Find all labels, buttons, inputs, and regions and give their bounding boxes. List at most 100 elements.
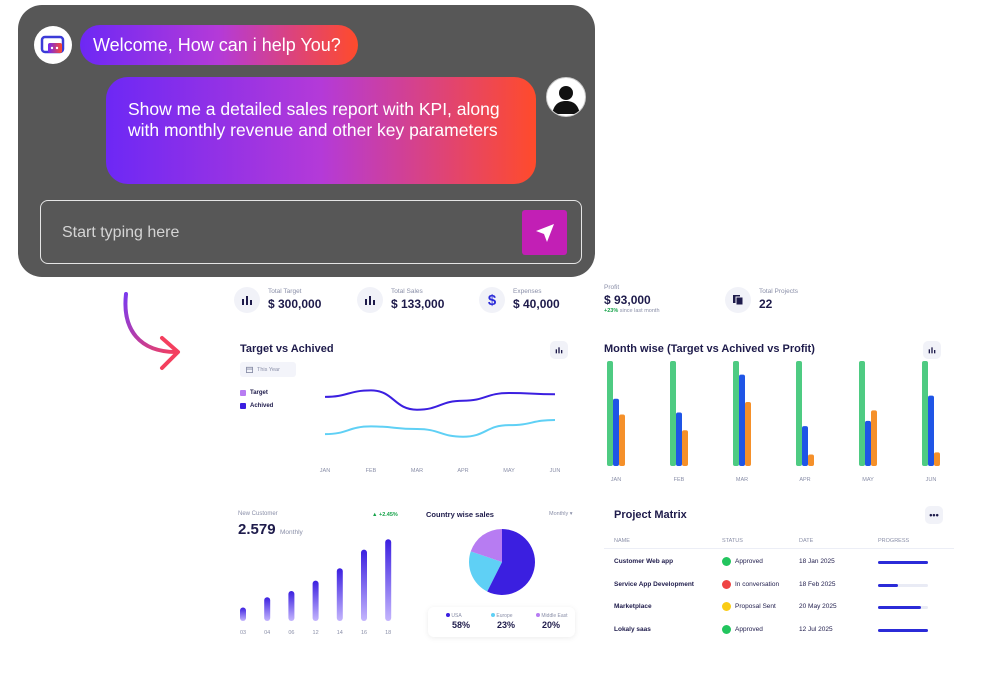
target-period-label: This Year (257, 366, 280, 373)
country-period-filter[interactable]: Monthly ▾ (549, 511, 573, 517)
target-period-filter[interactable]: This Year (240, 362, 296, 377)
month-card-title: Month wise (Target vs Achived vs Profit) (604, 343, 815, 355)
kpi-projects-label: Total Projects (759, 288, 799, 295)
status-dot-icon (722, 624, 731, 634)
table-row[interactable]: Service App Development In conversation … (604, 578, 954, 594)
project-matrix-more-button[interactable]: ••• (925, 506, 943, 524)
pm-header-progress: PROGRESS (878, 538, 910, 544)
legend-usa-label: USA (446, 613, 462, 619)
pm-progress-track (878, 561, 928, 564)
table-row[interactable]: Customer Web app Approved 18 Jan 2025 (604, 555, 954, 571)
pm-date: 18 Feb 2025 (799, 580, 836, 588)
month-bar-may-1 (865, 420, 871, 466)
user-message-bubble: Show me a detailed sales report with KPI… (106, 77, 536, 184)
dollar-icon: $ (487, 291, 497, 309)
month-bar-apr-2 (808, 454, 814, 466)
month-tick-apr: APR (799, 477, 810, 483)
kpi-expenses-label: Expenses (513, 288, 542, 295)
month-bar-jun-1 (928, 395, 934, 466)
kpi-sales-label: Total Sales (391, 288, 423, 295)
customer-bar-03 (240, 607, 246, 621)
customer-tick-12: 12 (313, 630, 319, 636)
legend-swatch-achived (240, 403, 246, 409)
month-bar-apr-0 (796, 361, 802, 466)
new-customer-value: 2.579 (238, 521, 276, 538)
pm-status: Approved (722, 624, 763, 634)
chat-input[interactable] (62, 222, 462, 244)
country-pie-chart (469, 529, 535, 595)
kpi-expenses-value: $ 40,000 (513, 297, 560, 311)
legend-middle-east-value: 20% (542, 620, 561, 630)
pm-progress-track (878, 606, 928, 610)
month-bar-feb-0 (670, 361, 676, 466)
line-tick-apr: APR (457, 468, 468, 474)
line-tick-mar: MAR (411, 468, 423, 474)
kpi-projects-value: 22 (759, 297, 773, 311)
status-dot-icon (722, 579, 731, 589)
customer-tick-06: 06 (288, 630, 294, 636)
new-customer-bar-chart: 03 04 06 12 14 16 18 (240, 539, 391, 636)
customer-bar-14 (336, 568, 343, 621)
status-dot-icon (722, 602, 731, 612)
month-bar-mar-1 (739, 374, 745, 466)
pm-header-status: STATUS (722, 538, 743, 544)
kpi-target-value: $ 300,000 (268, 297, 322, 311)
kpi-projects-icon-wrap (725, 287, 751, 313)
line-tick-may: MAY (503, 468, 515, 474)
legend-europe-label: Europe (491, 613, 513, 619)
month-tick-mar: MAR (736, 477, 748, 483)
project-matrix-title: Project Matrix (614, 509, 687, 521)
customer-bar-04 (264, 597, 271, 621)
pm-date: 20 May 2025 (799, 603, 837, 611)
pm-progress-fill (878, 561, 928, 564)
kpi-sales-icon-wrap (357, 287, 383, 313)
bar-chart-icon (365, 296, 375, 305)
customer-bar-06 (288, 590, 295, 621)
month-bar-jun-2 (934, 452, 940, 466)
new-customer-label: New Customer (238, 511, 278, 517)
month-tick-jan: JAN (611, 477, 621, 483)
pm-status: Approved (722, 557, 763, 566)
legend-usa-value: 58% (452, 620, 471, 630)
month-bar-jan-2 (619, 414, 625, 466)
pm-progress-fill (878, 628, 928, 632)
new-customer-delta: ▲ +2.45% (372, 512, 398, 518)
pm-name: Service App Development (614, 580, 694, 588)
customer-tick-16: 16 (361, 630, 367, 636)
curved-arrow-icon (123, 292, 180, 370)
calendar-icon (246, 366, 253, 373)
customer-tick-04: 04 (264, 630, 270, 636)
legend-europe-value: 23% (497, 620, 516, 630)
kpi-target-icon-wrap (234, 287, 260, 313)
customer-tick-18: 18 (385, 630, 391, 636)
more-dots-icon: ••• (929, 510, 939, 520)
bar-chart-icon (555, 347, 563, 354)
bot-message-bubble: Welcome, How can i help You? (80, 25, 358, 65)
bot-icon (40, 35, 65, 54)
country-card-title: Country wise sales (426, 510, 494, 519)
pm-progress-fill (878, 583, 898, 587)
customer-tick-03: 03 (240, 630, 246, 636)
status-dot-icon (722, 557, 731, 566)
pm-progress-track (878, 628, 928, 632)
table-row[interactable]: Lokaly saas Approved 12 Jul 2025 (604, 623, 954, 639)
table-row[interactable]: Marketplace Proposal Sent 20 May 2025 (604, 600, 954, 616)
customer-tick-14: 14 (337, 630, 343, 636)
kpi-expenses-icon-wrap: $ (479, 287, 505, 313)
kpi-profit-value: $ 93,000 (604, 293, 651, 307)
pm-date: 18 Jan 2025 (799, 558, 835, 565)
bar-chart-icon (928, 347, 936, 354)
pm-name: Customer Web app (614, 558, 674, 565)
pm-name: Marketplace (614, 603, 652, 611)
send-button[interactable] (522, 210, 567, 255)
month-bar-mar-2 (745, 401, 751, 466)
line-target (324, 389, 556, 411)
target-card-chart-button[interactable] (550, 341, 568, 359)
pm-progress-fill (878, 606, 921, 610)
target-card-title: Target vs Achived (240, 343, 334, 355)
pm-header-name: NAME (614, 538, 630, 544)
send-arrow-icon (535, 223, 554, 242)
month-bar-feb-1 (676, 412, 682, 466)
documents-icon (733, 295, 744, 306)
month-card-chart-button[interactable] (923, 341, 941, 359)
